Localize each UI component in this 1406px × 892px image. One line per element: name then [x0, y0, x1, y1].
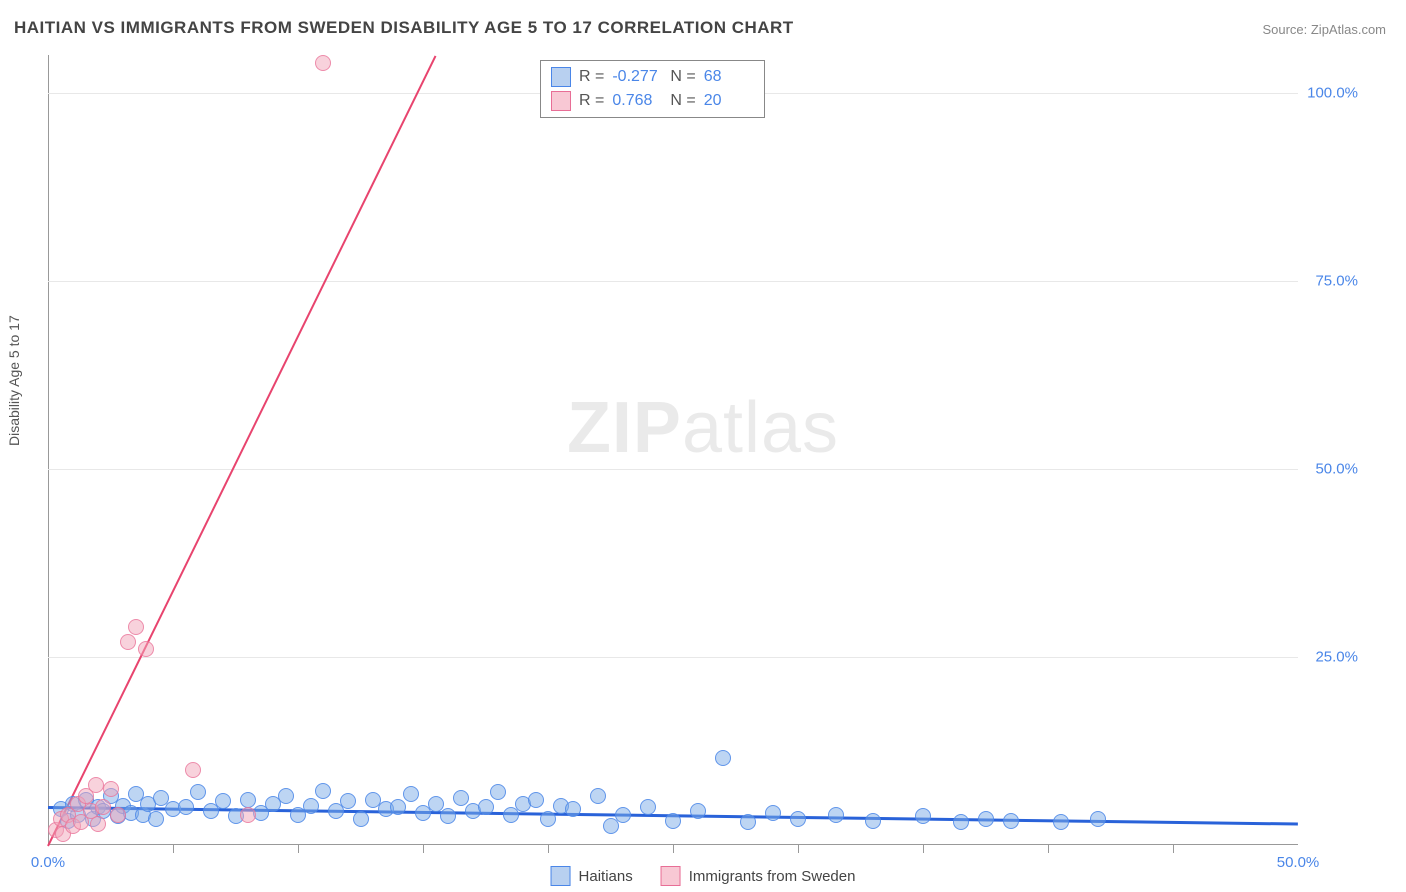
data-point	[120, 634, 136, 650]
data-point	[190, 784, 206, 800]
legend-swatch	[551, 866, 571, 886]
r-value: 0.768	[612, 92, 662, 110]
data-point	[240, 792, 256, 808]
x-tick-mark	[673, 845, 674, 853]
data-point	[590, 788, 606, 804]
plot-area: 25.0%50.0%75.0%100.0%0.0%50.0%	[48, 55, 1298, 845]
y-tick-label: 100.0%	[1307, 84, 1358, 101]
data-point	[490, 784, 506, 800]
data-point	[240, 807, 256, 823]
x-tick-label: 0.0%	[31, 854, 65, 871]
data-point	[353, 811, 369, 827]
legend-swatch	[551, 91, 571, 111]
r-label: R =	[579, 92, 604, 110]
data-point	[138, 641, 154, 657]
data-point	[978, 811, 994, 827]
legend-swatch	[661, 866, 681, 886]
data-point	[315, 783, 331, 799]
data-point	[340, 793, 356, 809]
x-tick-mark	[423, 845, 424, 853]
legend-series: Haitians Immigrants from Sweden	[551, 866, 856, 886]
data-point	[1090, 811, 1106, 827]
data-point	[503, 807, 519, 823]
grid-line	[48, 469, 1298, 470]
n-label: N =	[670, 68, 695, 86]
data-point	[715, 750, 731, 766]
data-point	[148, 811, 164, 827]
x-tick-mark	[1173, 845, 1174, 853]
n-value: 20	[704, 92, 754, 110]
data-point	[565, 801, 581, 817]
data-point	[528, 792, 544, 808]
legend-stats: R = -0.277 N = 68 R = 0.768 N = 20	[540, 60, 765, 118]
n-value: 68	[704, 68, 754, 86]
data-point	[128, 619, 144, 635]
data-point	[215, 793, 231, 809]
x-tick-mark	[298, 845, 299, 853]
legend-item: Immigrants from Sweden	[661, 866, 856, 886]
data-point	[828, 807, 844, 823]
x-tick-mark	[548, 845, 549, 853]
data-point	[453, 790, 469, 806]
grid-line	[48, 657, 1298, 658]
legend-swatch	[551, 67, 571, 87]
r-label: R =	[579, 68, 604, 86]
data-point	[390, 799, 406, 815]
data-point	[640, 799, 656, 815]
legend-item: Haitians	[551, 866, 633, 886]
data-point	[1053, 814, 1069, 830]
data-point	[478, 799, 494, 815]
data-point	[740, 814, 756, 830]
data-point	[178, 799, 194, 815]
data-point	[95, 799, 111, 815]
y-axis	[48, 55, 49, 845]
data-point	[428, 796, 444, 812]
x-tick-mark	[173, 845, 174, 853]
data-point	[440, 808, 456, 824]
r-value: -0.277	[612, 68, 662, 86]
correlation-chart: HAITIAN VS IMMIGRANTS FROM SWEDEN DISABI…	[0, 0, 1406, 892]
data-point	[865, 813, 881, 829]
source-attribution: Source: ZipAtlas.com	[1262, 22, 1386, 37]
data-point	[953, 814, 969, 830]
y-tick-label: 75.0%	[1315, 272, 1358, 289]
y-axis-label: Disability Age 5 to 17	[6, 315, 22, 446]
x-tick-label: 50.0%	[1277, 854, 1320, 871]
y-tick-label: 25.0%	[1315, 648, 1358, 665]
x-tick-mark	[798, 845, 799, 853]
data-point	[185, 762, 201, 778]
data-point	[790, 811, 806, 827]
data-point	[103, 781, 119, 797]
data-point	[765, 805, 781, 821]
data-point	[540, 811, 556, 827]
data-point	[603, 818, 619, 834]
x-tick-mark	[1048, 845, 1049, 853]
n-label: N =	[670, 92, 695, 110]
data-point	[303, 798, 319, 814]
x-tick-mark	[923, 845, 924, 853]
chart-title: HAITIAN VS IMMIGRANTS FROM SWEDEN DISABI…	[14, 18, 794, 38]
data-point	[665, 813, 681, 829]
data-point	[90, 816, 106, 832]
data-point	[278, 788, 294, 804]
data-point	[315, 55, 331, 71]
data-point	[110, 807, 126, 823]
data-point	[403, 786, 419, 802]
legend-stat-row: R = 0.768 N = 20	[551, 89, 754, 113]
data-point	[915, 808, 931, 824]
data-point	[88, 777, 104, 793]
legend-stat-row: R = -0.277 N = 68	[551, 65, 754, 89]
data-point	[615, 807, 631, 823]
grid-line	[48, 281, 1298, 282]
trend-line	[47, 56, 436, 847]
data-point	[690, 803, 706, 819]
y-tick-label: 50.0%	[1315, 460, 1358, 477]
legend-label: Immigrants from Sweden	[689, 868, 856, 885]
data-point	[1003, 813, 1019, 829]
legend-label: Haitians	[579, 868, 633, 885]
